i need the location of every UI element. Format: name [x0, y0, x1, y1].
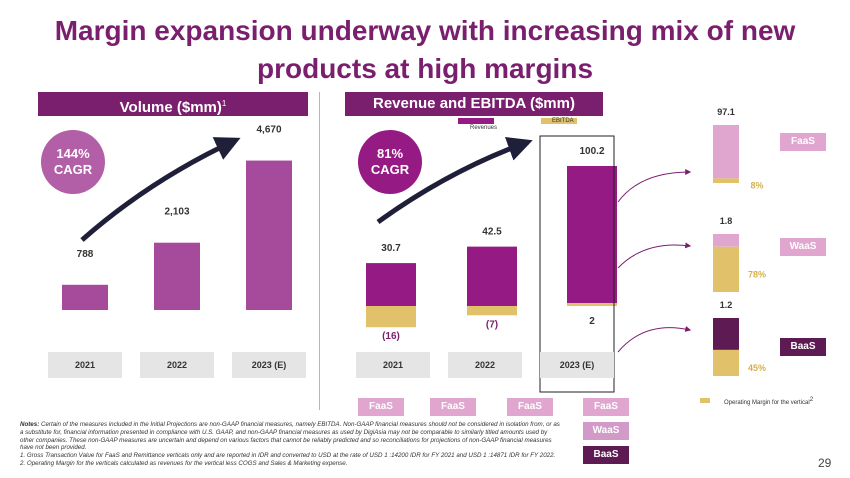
arrow-to-baas: [617, 326, 692, 353]
revenue-header: Revenue and EBITDA ($mm): [345, 92, 603, 116]
vertical-margin-label: 78%: [748, 269, 766, 279]
volume-cagr-value: 144%: [56, 146, 90, 161]
notes-footnote: 1. Gross Transaction Value for FaaS and …: [20, 452, 556, 467]
legend-revenues-label: Revenues: [470, 125, 498, 131]
revenue-bar-2023e: [567, 166, 617, 306]
mix-pill-waas-2023: WaaS: [583, 422, 629, 440]
mix-pill-baas-2023: BaaS: [583, 446, 629, 464]
revenue-bar-2022: [467, 246, 517, 306]
revenue-cagr-label: CAGR: [370, 162, 410, 177]
vertical-margin-bar-waas: [713, 246, 739, 292]
mix-pill-faas-2021: FaaS: [358, 398, 404, 416]
revenue-value-label: 42.5: [482, 227, 502, 238]
page-title: Margin expansion underway with increasin…: [0, 12, 850, 88]
volume-value-label: 4,670: [256, 125, 281, 136]
vertical-revenue-label: 97.1: [717, 107, 735, 117]
page-number: 29: [818, 456, 832, 470]
mix-pill-faas-2022b: FaaS: [507, 398, 553, 416]
ebitda-bar-2023e: [567, 303, 617, 306]
revenue-growth-arrow: [376, 136, 533, 225]
title-line-1: Margin expansion underway with increasin…: [54, 15, 796, 46]
vertical-bar-group: 97.1 8% 1.8 78% 1.2 45%: [713, 107, 766, 376]
op-margin-legend-label: Operating Margin for the vertical2: [724, 397, 813, 406]
arrow-to-faas: [617, 169, 692, 203]
ebitda-bar-2022: [467, 306, 517, 316]
volume-year-2022: 2022: [140, 352, 214, 378]
revenue-bar-group: 30.7 42.5 100.2 (16) (7) 2: [366, 146, 617, 342]
vertical-revenue-bar-faas: [713, 125, 739, 179]
op-margin-footnote: 2: [809, 397, 814, 403]
vertical-margin-label: 45%: [748, 363, 766, 373]
volume-year-2023: 2023 (E): [232, 352, 306, 378]
vertical-margin-label: 8%: [750, 181, 763, 191]
volume-bar-2022: [154, 242, 200, 310]
vertical-margin-bar-faas: [713, 178, 739, 183]
volume-growth-arrow: [80, 137, 241, 242]
vertical-label-baas: BaaS: [780, 338, 826, 356]
revenue-cagr-value: 81%: [376, 146, 404, 161]
vertical-label-waas: WaaS: [780, 238, 826, 256]
vertical-margin-bar-baas: [713, 349, 739, 376]
volume-value-label: 2,103: [164, 207, 189, 218]
ebitda-value-label: 2: [589, 316, 595, 327]
legend-revenues-swatch: [458, 118, 494, 124]
volume-header: Volume ($mm)1: [38, 92, 308, 116]
notes-label: Notes:: [20, 421, 40, 428]
volume-year-2021: 2021: [48, 352, 122, 378]
notes: Notes: Certain of the measures included …: [20, 421, 560, 468]
revenue-cagr-badge: 81% CAGR: [358, 130, 422, 194]
ebitda-value-label: (7): [486, 319, 498, 330]
vertical-revenue-bar-waas: [713, 234, 739, 247]
ebitda-value-label: (16): [382, 331, 400, 342]
volume-cagr-badge: 144% CAGR: [41, 130, 105, 194]
revenue-value-label: 30.7: [381, 243, 401, 254]
notes-body: Certain of the measures included in the …: [20, 421, 560, 452]
revenue-year-2022: 2022: [448, 352, 522, 378]
volume-bar-group: 788 2,103 4,670: [62, 125, 292, 310]
volume-cagr-label: CAGR: [53, 162, 93, 177]
vertical-revenue-label: 1.8: [720, 216, 733, 226]
vertical-revenue-bar-baas: [713, 318, 739, 350]
volume-bar-2023e: [246, 160, 292, 310]
revenue-value-label: 100.2: [579, 146, 604, 157]
volume-header-text: Volume ($mm): [119, 99, 222, 116]
legend-ebitda-swatch: [541, 118, 577, 124]
arrow-to-waas: [617, 242, 692, 269]
highlight-2023-box: [539, 135, 615, 393]
revenue-header-text: Revenue and EBITDA ($mm): [373, 95, 575, 112]
section-divider: [319, 92, 320, 410]
volume-bar-2021: [62, 284, 108, 310]
volume-value-label: 788: [77, 249, 94, 260]
op-margin-legend-swatch: [700, 398, 710, 403]
revenue-year-2021: 2021: [356, 352, 430, 378]
volume-header-footnote: 1: [221, 99, 227, 108]
vertical-label-faas: FaaS: [780, 133, 826, 151]
revenue-year-2023: 2023 (E): [540, 352, 614, 378]
op-margin-legend-text: Operating Margin for the vertical: [724, 400, 810, 406]
title-line-2: products at high margins: [256, 53, 594, 84]
revenue-bar-2021: [366, 263, 416, 306]
ebitda-bar-2021: [366, 306, 416, 328]
legend-ebitda-label: EBITDA: [552, 118, 574, 124]
vertical-revenue-label: 1.2: [720, 300, 733, 310]
mix-pill-faas-2022a: FaaS: [430, 398, 476, 416]
mix-pill-faas-2023: FaaS: [583, 398, 629, 416]
